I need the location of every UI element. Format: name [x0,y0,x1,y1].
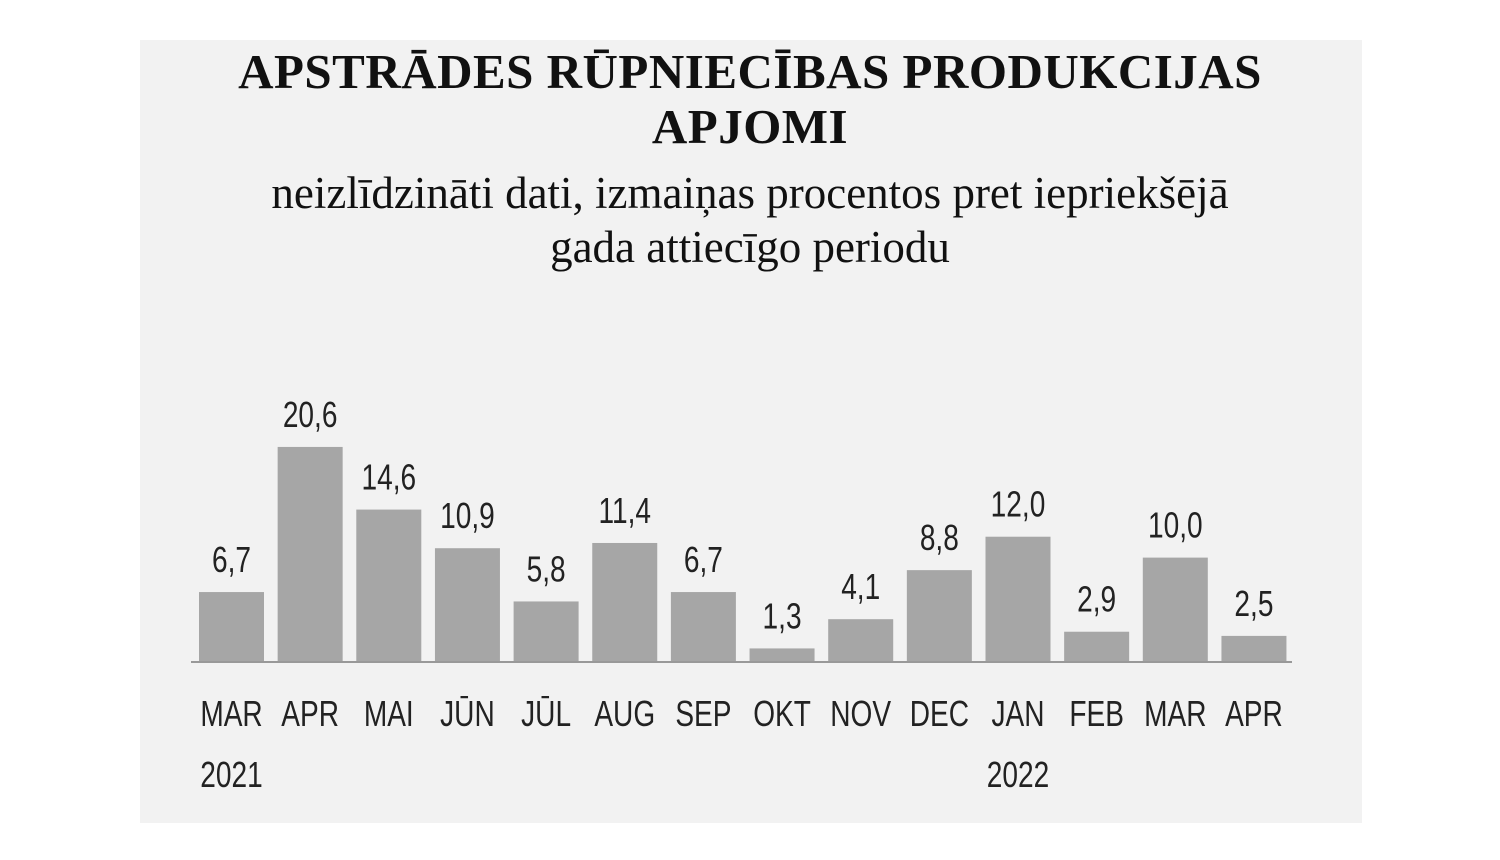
data-label: 4,1 [841,567,880,607]
chart-subtitle-line-2: gada attiecīgo periodu [550,222,950,272]
data-label: 20,6 [283,395,338,435]
x-tick-label: APR [1225,694,1283,734]
x-tick-label: MAI [364,694,414,734]
bar [1142,557,1208,662]
chart-panel [140,40,1362,823]
data-label: 2,9 [1077,579,1116,619]
data-label: 12,0 [991,484,1046,524]
bar [1221,635,1287,662]
bar [513,601,579,662]
data-label: 2,5 [1234,584,1273,624]
bar [592,542,658,662]
x-tick-label: APR [281,694,339,734]
bar [1064,631,1130,662]
x-tick-label: JŪN [440,694,495,734]
x-tick-label: MAR [200,694,262,734]
bar [828,619,894,662]
x-tick-label: FEB [1069,694,1124,734]
data-label: 11,4 [598,491,651,531]
data-label: 10,0 [1148,505,1203,545]
bar [356,509,422,662]
year-label: 2022 [987,755,1049,795]
bar [434,548,500,662]
x-tick-label: JŪL [521,694,571,734]
chart-title: APSTRĀDES RŪPNIECĪBAS PRODUKCIJAS APJOMI [0,44,1500,154]
chart-subtitle: neizlīdzināti dati, izmaiņas procentos p… [0,166,1500,274]
x-tick-label: JAN [991,694,1044,734]
bar [985,536,1051,662]
data-label: 8,8 [920,518,959,558]
bar [906,570,972,662]
bar [277,446,343,662]
data-label: 6,7 [212,540,251,580]
x-tick-label: DEC [910,694,969,734]
x-tick-label: OKT [753,694,811,734]
bar [749,648,815,662]
bar [199,592,264,662]
x-tick-label: SEP [675,694,731,734]
chart-title-line-2: APJOMI [651,99,849,154]
chart-title-line-1: APSTRĀDES RŪPNIECĪBAS PRODUKCIJAS [238,44,1262,99]
x-tick-label: MAR [1144,694,1206,734]
data-label: 5,8 [527,549,566,589]
data-label: 10,9 [440,496,495,536]
chart-subtitle-line-1: neizlīdzināti dati, izmaiņas procentos p… [271,168,1229,218]
x-tick-label: AUG [594,694,655,734]
data-label: 6,7 [684,540,723,580]
data-label: 1,3 [763,596,802,636]
year-label: 2021 [200,755,262,795]
bar [670,592,736,662]
x-tick-label: NOV [830,694,891,734]
data-label: 14,6 [361,457,416,497]
